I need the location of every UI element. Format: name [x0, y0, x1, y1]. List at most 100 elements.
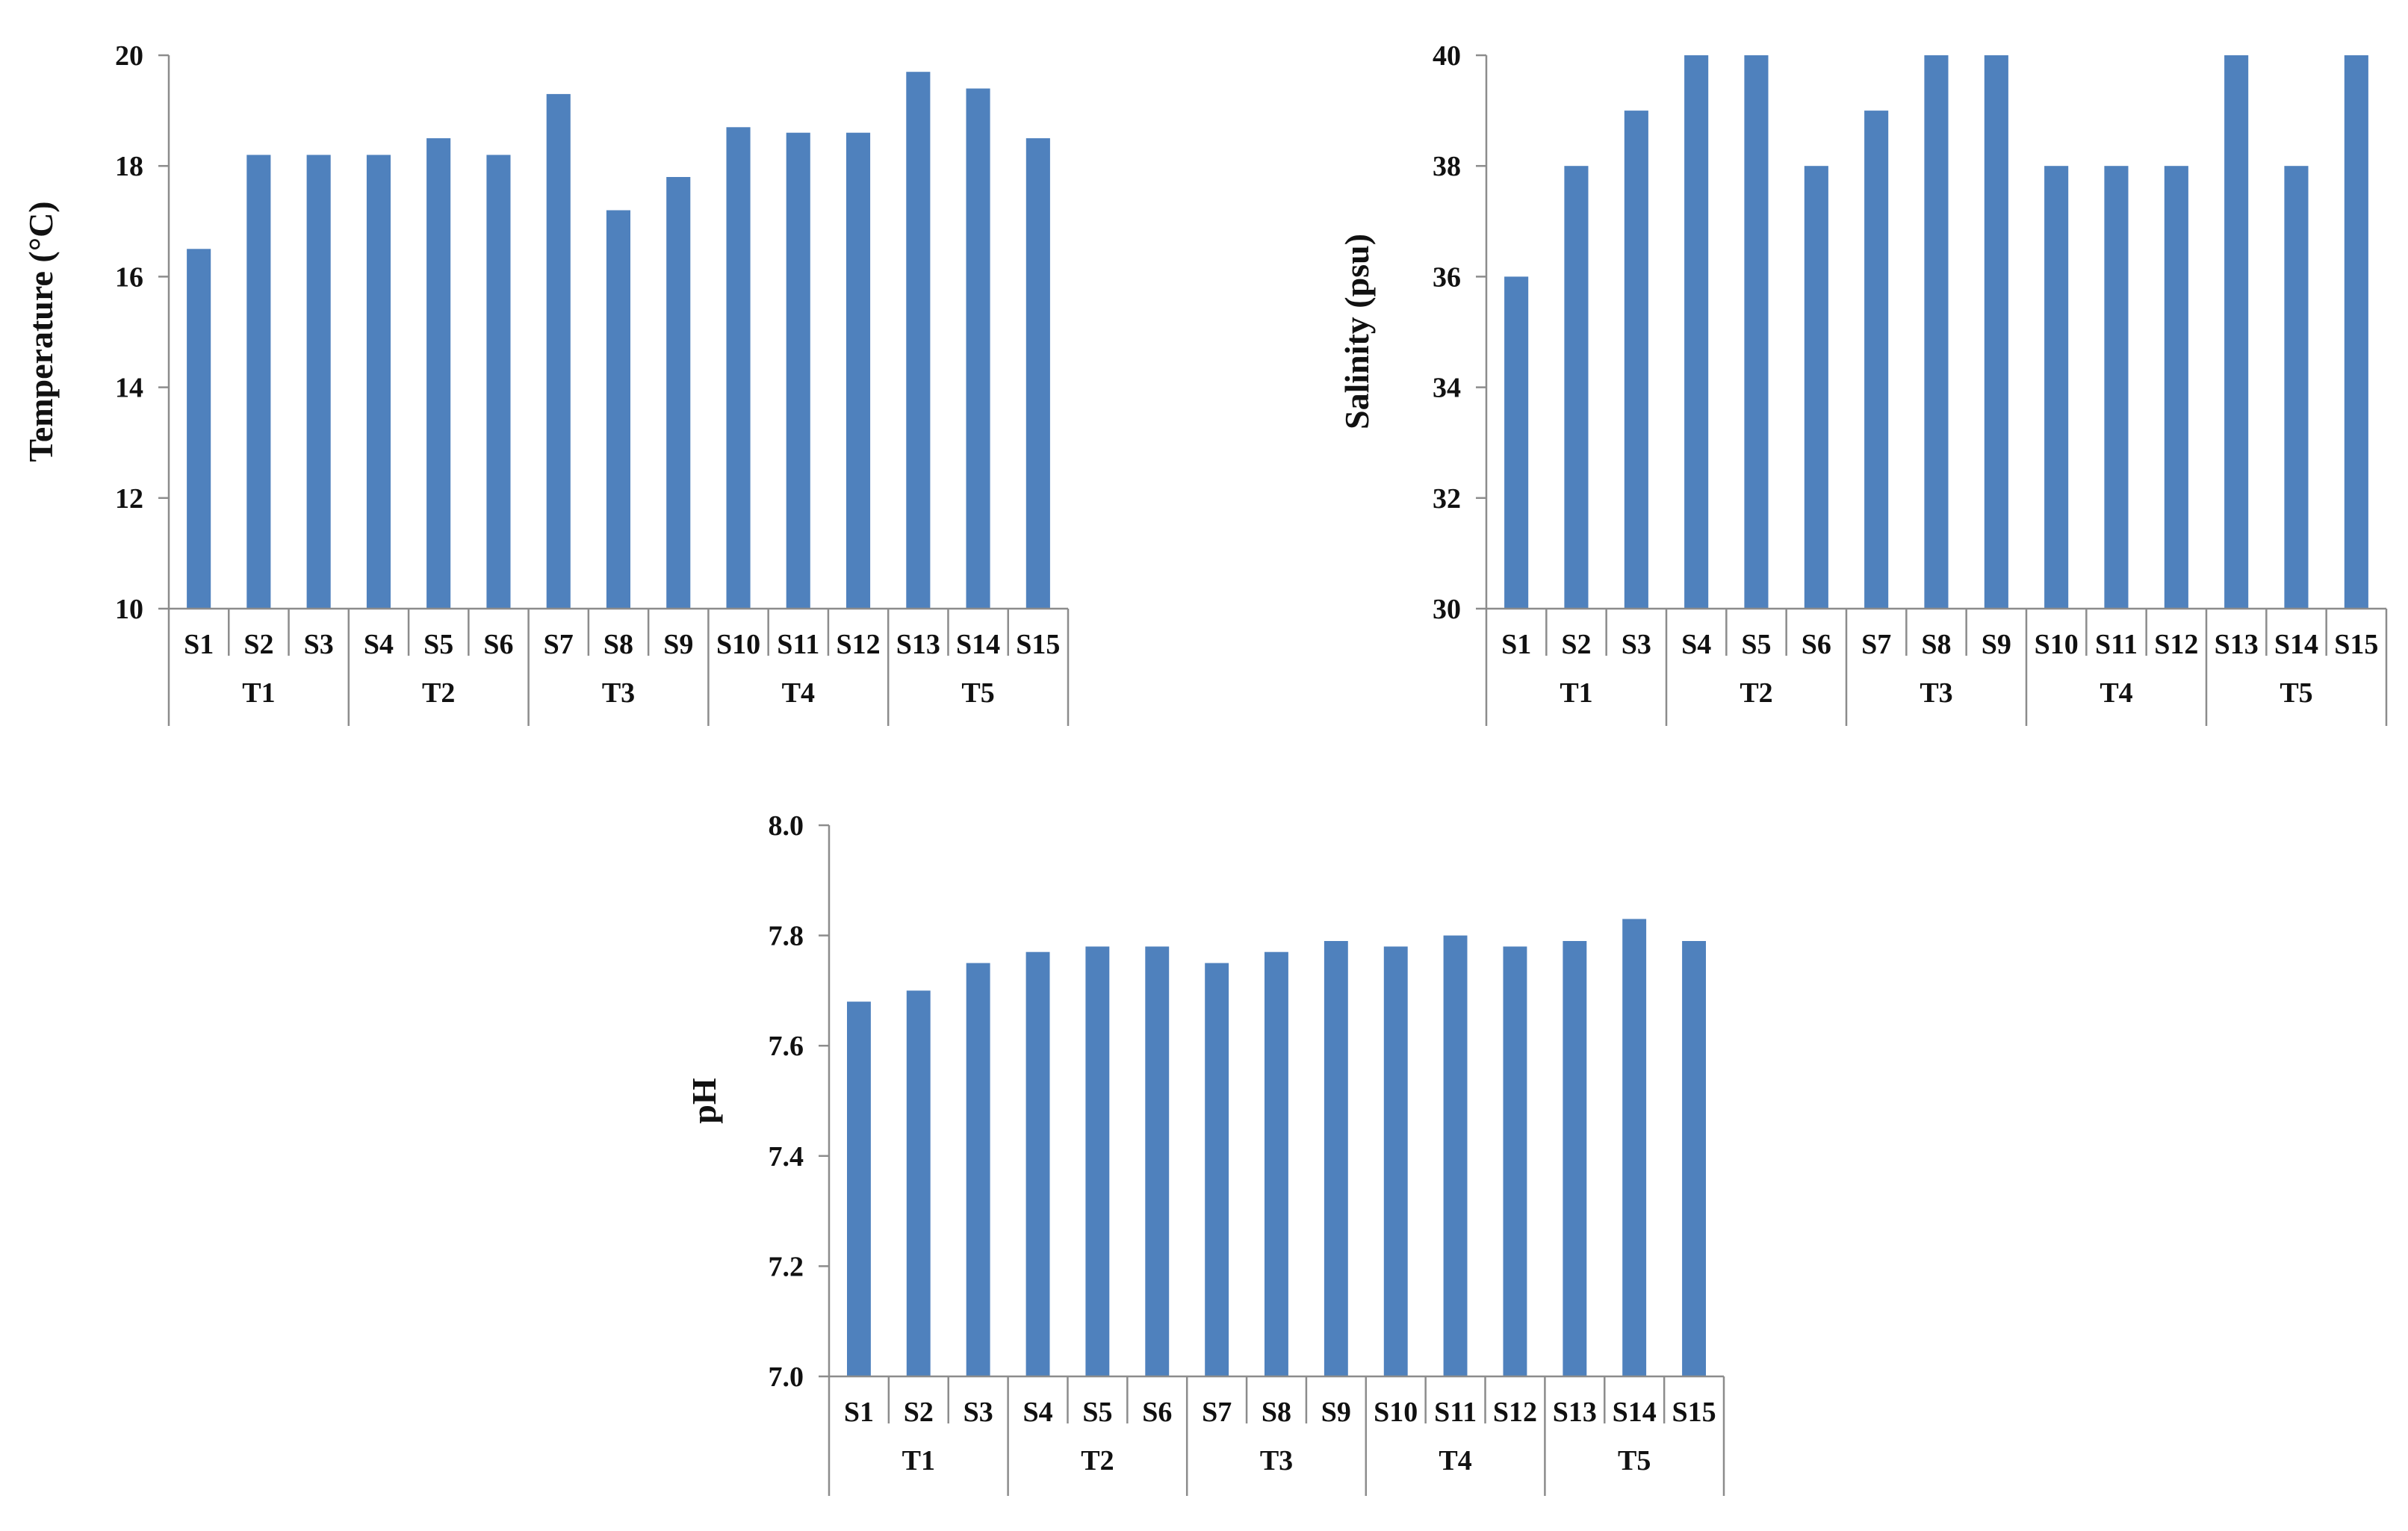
- y-tick-label: 36: [1433, 261, 1461, 293]
- bar-s5: [1744, 55, 1769, 609]
- x-tick-label: S2: [904, 1397, 934, 1428]
- bar-s15: [2344, 55, 2368, 609]
- x-tick-label: S13: [896, 629, 940, 660]
- bar-s1: [187, 249, 211, 609]
- bar-s12: [2164, 166, 2188, 609]
- x-tick-label: S5: [423, 629, 453, 660]
- bar-s4: [1025, 951, 1050, 1376]
- bar-s4: [366, 155, 391, 609]
- x-tick-label: S5: [1741, 629, 1771, 660]
- x-tick-label: S4: [1681, 629, 1711, 660]
- group-label: T5: [2280, 677, 2312, 709]
- bar-s13: [906, 72, 931, 609]
- x-tick-label: S15: [1672, 1397, 1716, 1428]
- y-tick-label: 30: [1433, 594, 1461, 625]
- bar-s2: [906, 990, 931, 1376]
- y-tick-label: 18: [115, 151, 143, 182]
- bar-s6: [1145, 946, 1170, 1376]
- y-tick-label: 8.0: [769, 810, 804, 842]
- bar-s8: [1924, 55, 1949, 609]
- y-tick-label: 32: [1433, 483, 1461, 515]
- bar-s11: [2104, 166, 2129, 609]
- bar-s7: [1205, 963, 1229, 1376]
- group-label: T1: [902, 1445, 935, 1476]
- x-tick-label: S8: [1921, 629, 1951, 660]
- x-tick-label: S6: [1142, 1397, 1172, 1428]
- x-tick-label: S10: [1374, 1397, 1418, 1428]
- y-tick-label: 40: [1433, 40, 1461, 72]
- y-tick-label: 7.8: [769, 921, 804, 952]
- group-label: T5: [1618, 1445, 1651, 1476]
- bar-s13: [2224, 55, 2249, 609]
- chart-panel-2: 30 32 34 36 38 40 S1 S2 S3 S4 S5 S6 S7 S8 S9 S10 S11 S12 S…: [1338, 40, 2388, 726]
- bar-s14: [966, 88, 990, 609]
- x-tick-label: S7: [1861, 629, 1891, 660]
- bar-s1: [847, 1001, 871, 1376]
- x-tick-label: S15: [1016, 629, 1060, 660]
- group-label: T5: [961, 677, 994, 709]
- x-tick-label: S10: [716, 629, 760, 660]
- x-tick-label: S14: [2274, 629, 2318, 660]
- group-label: T1: [1560, 677, 1592, 709]
- y-tick-label: 20: [115, 40, 143, 72]
- x-tick-label: S9: [1321, 1397, 1351, 1428]
- bar-s2: [1564, 166, 1589, 609]
- bar-s15: [1025, 138, 1050, 609]
- group-label: T2: [1740, 677, 1772, 709]
- y-tick-label: 7.2: [769, 1251, 804, 1282]
- group-label: T2: [422, 677, 455, 709]
- bar-s3: [1624, 111, 1648, 609]
- bar-s11: [1443, 935, 1468, 1376]
- bar-s10: [1383, 946, 1408, 1376]
- group-label: T3: [602, 677, 635, 709]
- y-tick-label: 34: [1433, 373, 1461, 404]
- x-tick-label: S12: [1493, 1397, 1537, 1428]
- y-axis-title: Temperature (°C): [22, 201, 60, 462]
- x-tick-label: S1: [844, 1397, 874, 1428]
- group-label: T4: [1439, 1445, 1471, 1476]
- x-tick-label: S13: [1553, 1397, 1597, 1428]
- bar-s15: [1682, 941, 1706, 1376]
- bar-s3: [966, 963, 990, 1376]
- x-tick-label: S11: [1434, 1397, 1477, 1428]
- chart-panel-1: 10 12 14 16 18 20 S1 S2 S3 S4 S5 S6 S7 S8 S9 S10 S11 S12 S…: [22, 40, 1070, 726]
- x-tick-label: S2: [1561, 629, 1591, 660]
- x-tick-label: S5: [1082, 1397, 1112, 1428]
- x-tick-label: S7: [544, 629, 574, 660]
- group-label: T2: [1081, 1445, 1114, 1476]
- bar-s12: [1503, 946, 1527, 1376]
- chart-panel-3: 7.0 7.2 7.4 7.6 7.8 8.0 S1 S2 S3 S4 S5 S6 S7 S8 S9 S10 S…: [685, 810, 1725, 1496]
- x-tick-label: S14: [956, 629, 1000, 660]
- group-label: T1: [242, 677, 275, 709]
- x-tick-label: S14: [1613, 1397, 1657, 1428]
- bar-s6: [486, 155, 511, 609]
- x-tick-label: S11: [2095, 629, 2138, 660]
- x-tick-label: S4: [364, 629, 394, 660]
- x-tick-label: S11: [777, 629, 819, 660]
- bar-s6: [1804, 166, 1828, 609]
- group-label: T3: [1260, 1445, 1293, 1476]
- bar-s5: [1085, 946, 1110, 1376]
- group-label: T3: [1920, 677, 1952, 709]
- x-tick-label: S3: [304, 629, 334, 660]
- bar-s7: [546, 93, 571, 609]
- bar-s2: [246, 155, 271, 609]
- bar-s14: [2284, 166, 2309, 609]
- x-tick-label: S2: [243, 629, 273, 660]
- x-tick-label: S12: [836, 629, 880, 660]
- x-tick-label: S3: [963, 1397, 993, 1428]
- x-tick-label: S10: [2035, 629, 2079, 660]
- x-tick-label: S12: [2154, 629, 2198, 660]
- x-tick-label: S1: [1501, 629, 1531, 660]
- x-tick-label: S9: [663, 629, 693, 660]
- y-tick-label: 7.0: [769, 1361, 804, 1393]
- y-tick-label: 12: [115, 483, 143, 515]
- bar-s7: [1864, 111, 1889, 609]
- x-tick-label: S8: [1262, 1397, 1291, 1428]
- bar-s4: [1684, 55, 1709, 609]
- bar-s12: [846, 132, 871, 609]
- bar-s9: [666, 177, 691, 609]
- y-tick-label: 16: [115, 261, 143, 293]
- bar-s5: [426, 138, 451, 609]
